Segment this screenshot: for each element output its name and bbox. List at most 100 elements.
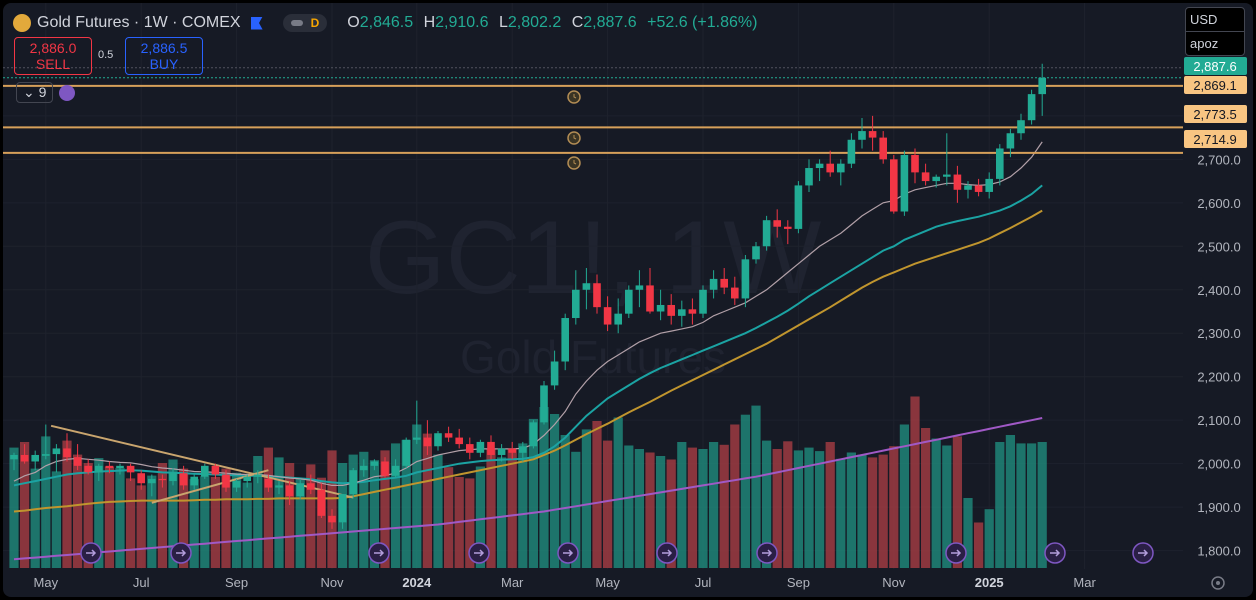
x-tick-label: Nov: [320, 575, 344, 590]
candle: [31, 454, 39, 462]
sync-icon[interactable]: [59, 84, 76, 101]
volume-bar: [253, 456, 263, 568]
volume-bar: [189, 479, 199, 568]
volume-bar: [804, 447, 814, 568]
candle: [826, 163, 834, 173]
alert-markers[interactable]: [567, 90, 581, 170]
indicator-count-button[interactable]: ⌄ 9: [16, 82, 54, 103]
y-tick-label: 2,100.0: [1197, 413, 1240, 428]
volume-bar: [656, 456, 666, 568]
time-axis[interactable]: May Jul Sep Nov 2024 Mar May Jul Sep Nov 2025 Mar: [34, 575, 1097, 590]
volume-bar: [889, 446, 899, 568]
candle: [338, 494, 347, 523]
volume-bar: [179, 468, 189, 568]
volume-bar: [581, 429, 591, 568]
currency-select[interactable]: USD: [1186, 8, 1244, 32]
candle: [73, 457, 82, 466]
event-arrow-icon: [951, 549, 962, 557]
volume-bar: [836, 458, 846, 568]
close-value: 2,887.6: [583, 14, 637, 31]
candle: [720, 278, 728, 288]
candle: [1038, 77, 1046, 95]
market-status-pill[interactable]: D: [282, 14, 328, 32]
volume-bar: [719, 444, 729, 568]
price-chart-canvas[interactable]: GC1!, 1W Gold Futures 1,800.0 1,900.0 2,00…: [3, 3, 1253, 597]
volume-bar: [984, 509, 994, 568]
candlesticks: [10, 63, 1046, 529]
volume-bar: [1027, 443, 1037, 568]
volume-bar: [698, 449, 708, 568]
candle: [264, 478, 273, 488]
y-tick-label: 2,000.0: [1197, 457, 1240, 472]
open-label: O: [347, 14, 360, 31]
candle: [932, 176, 940, 182]
candle: [646, 285, 654, 312]
volume-bar: [465, 478, 475, 568]
alert-hand-icon: [573, 135, 577, 140]
candle: [815, 163, 824, 169]
volume-bar: [9, 447, 19, 568]
candle: [317, 489, 326, 516]
volume-bar: [401, 439, 411, 568]
volume-bar: [316, 477, 326, 568]
price-label-text: 2,773.5: [1193, 107, 1236, 122]
candle: [1017, 120, 1025, 134]
scale-mode-select[interactable]: apoz: [1190, 36, 1219, 51]
buy-button[interactable]: 2,886.5 BUY: [125, 37, 203, 75]
candle: [285, 485, 294, 497]
price-label-badge: [1184, 130, 1247, 148]
volume-bar: [497, 457, 507, 568]
flag-icon[interactable]: [250, 16, 263, 30]
volume-bar: [83, 463, 93, 568]
candle: [625, 289, 633, 314]
candle: [688, 309, 697, 314]
close-label: C: [571, 14, 584, 31]
candle: [232, 481, 241, 488]
volume-bar: [846, 452, 856, 568]
candle: [784, 226, 792, 229]
candle: [201, 465, 209, 477]
candle: [307, 483, 315, 490]
symbol-title[interactable]: Gold Futures · 1W · COMEX: [37, 14, 241, 31]
currency-menu[interactable]: USD apoz: [1185, 7, 1245, 56]
y-tick-label: 2,500.0: [1197, 239, 1240, 254]
horizontal-levels[interactable]: [3, 67, 1183, 154]
event-markers[interactable]: [80, 542, 1154, 564]
settings-gear-icon[interactable]: [1211, 576, 1225, 590]
volume-bar: [762, 440, 772, 568]
price-label-text: 2,887.6: [1193, 59, 1236, 74]
candle: [582, 283, 591, 290]
candle: [667, 304, 675, 316]
candle: [328, 515, 336, 523]
candle: [476, 441, 485, 453]
high-label: H: [423, 14, 436, 31]
candle: [550, 361, 559, 386]
volume-bar: [815, 451, 825, 568]
volume-bar: [677, 442, 687, 568]
candle: [222, 474, 230, 488]
volume-bar: [444, 467, 454, 568]
volume-bar: [1005, 435, 1015, 568]
alert-hand-icon: [573, 160, 577, 165]
candle: [858, 131, 866, 140]
volume-bar: [634, 449, 644, 568]
candle: [381, 461, 389, 476]
buy-label: BUY: [149, 56, 179, 72]
volume-bar: [359, 451, 369, 568]
candle: [699, 289, 707, 314]
candle: [731, 287, 739, 299]
candle: [508, 448, 516, 453]
spread-value: 0.5: [98, 49, 114, 61]
event-arrow-icon: [176, 549, 187, 557]
x-tick-label: 2025: [975, 575, 1004, 590]
volume-bar: [475, 466, 485, 568]
price-axis[interactable]: 1,800.0 1,900.0 2,000.0 2,100.0 2,200.0 2,300…: [1197, 109, 1240, 559]
event-arrow-icon: [1050, 549, 1061, 557]
price-label-text: 2,869.1: [1193, 78, 1236, 93]
indicators-toggle[interactable]: ⌄ 9: [16, 82, 76, 103]
candle: [678, 309, 686, 316]
y-tick-label: 2,400.0: [1197, 283, 1240, 298]
sell-button[interactable]: 2,886.0 SELL: [14, 37, 92, 75]
event-arrow-icon: [374, 549, 385, 557]
candle: [444, 433, 453, 438]
